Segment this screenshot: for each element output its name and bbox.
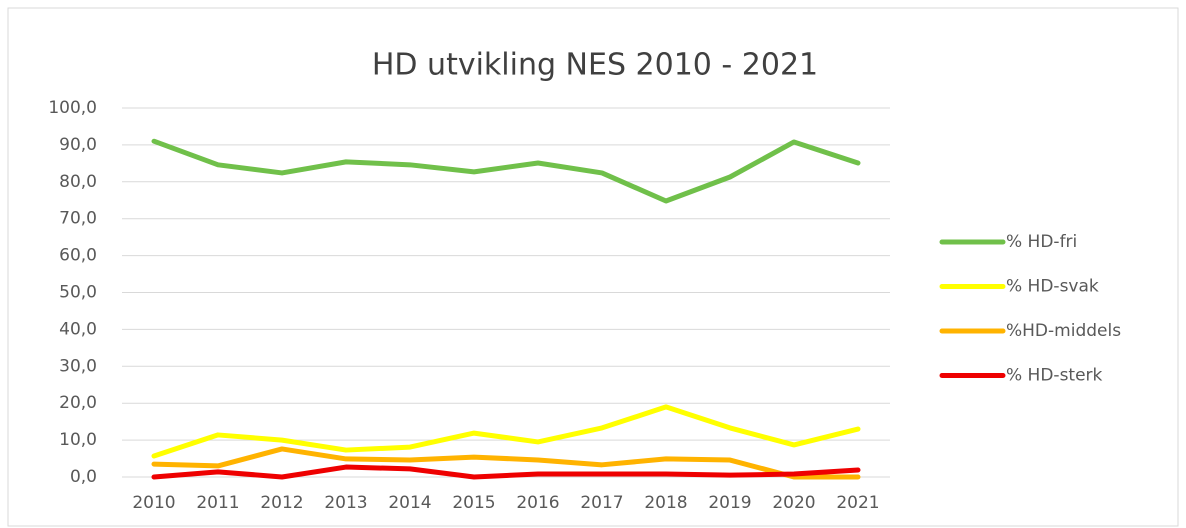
x-tick-label: 2012 (260, 493, 303, 513)
x-tick-label: 2020 (772, 493, 815, 513)
y-tick-label: 60,0 (59, 246, 97, 266)
x-tick-label: 2011 (196, 493, 239, 513)
x-tick-label: 2017 (580, 493, 623, 513)
chart-title: HD utvikling NES 2010 - 2021 (372, 48, 818, 83)
x-tick-label: 2014 (388, 493, 431, 513)
x-tick-label: 2015 (452, 493, 495, 513)
y-tick-label: 100,0 (48, 98, 97, 118)
line-series (151, 464, 861, 480)
line-series (151, 138, 861, 204)
legend-label: % HD-fri (1006, 232, 1077, 252)
y-tick-label: 80,0 (59, 172, 97, 192)
y-tick-label: 10,0 (59, 430, 97, 450)
x-tick-label: 2018 (644, 493, 687, 513)
legend-label: %HD-middels (1006, 321, 1121, 341)
y-tick-label: 20,0 (59, 393, 97, 413)
x-tick-label: 2019 (708, 493, 751, 513)
legend-label: % HD-sterk (1006, 366, 1103, 386)
y-tick-label: 90,0 (59, 135, 97, 155)
x-tick-label: 2010 (132, 493, 175, 513)
x-tick-label: 2016 (516, 493, 559, 513)
x-tick-label: 2013 (324, 493, 367, 513)
line-series (151, 446, 861, 480)
y-tick-label: 40,0 (59, 319, 97, 339)
y-tick-label: 50,0 (59, 283, 97, 303)
x-tick-label: 2021 (836, 493, 879, 513)
y-tick-label: 30,0 (59, 356, 97, 376)
y-tick-label: 70,0 (59, 209, 97, 229)
legend-label: % HD-svak (1006, 277, 1099, 297)
y-tick-label: 0,0 (70, 467, 97, 487)
line-series (151, 404, 861, 459)
